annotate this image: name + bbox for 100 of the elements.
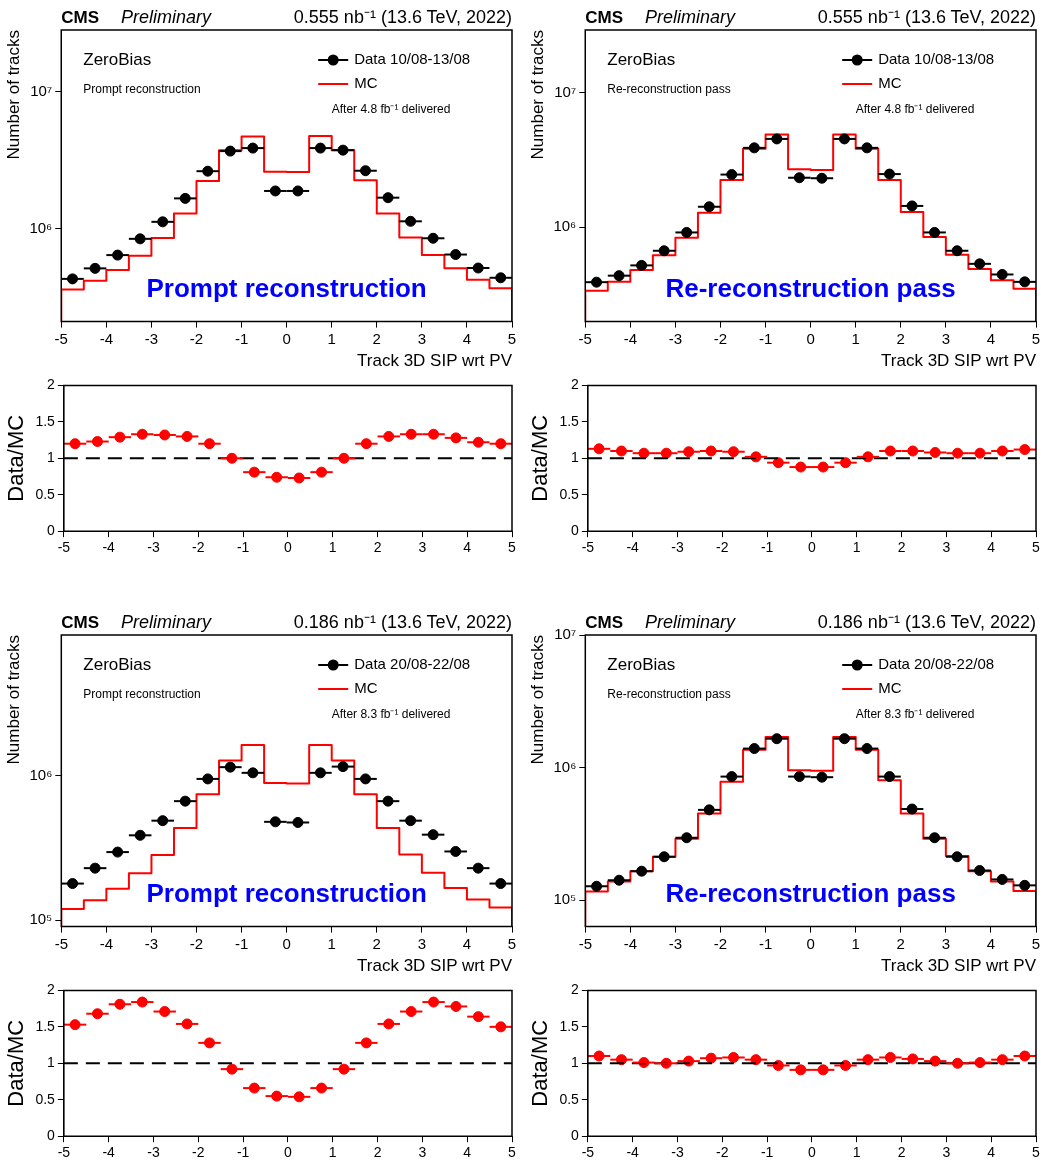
annotation: Re-reconstruction pass xyxy=(607,687,731,701)
y-tick-label: 10⁷ xyxy=(554,625,577,643)
y-tick-label: 1 xyxy=(47,449,56,466)
chart-title: CMS xyxy=(585,8,624,27)
x-axis-title: Track 3D SIP wrt PV xyxy=(881,351,1037,371)
x-tick-label: 5 xyxy=(1032,1144,1041,1161)
legend-label: MC xyxy=(878,74,902,92)
y-tick-label: 10⁶ xyxy=(553,757,577,775)
x-tick-label: -4 xyxy=(623,934,638,952)
annotation: ZeroBias xyxy=(607,655,676,674)
y-tick-label: 10⁶ xyxy=(29,766,53,784)
x-tick-label: 5 xyxy=(1032,539,1041,556)
x-tick-label: 4 xyxy=(986,934,996,952)
legend-label: MC xyxy=(354,74,378,92)
x-tick-label: 1 xyxy=(328,1144,337,1161)
x-tick-label: -3 xyxy=(668,329,683,347)
x-tick-label: 1 xyxy=(327,329,336,347)
x-tick-label: -3 xyxy=(144,329,159,347)
x-tick-label: -2 xyxy=(716,539,729,556)
x-tick-label: 4 xyxy=(463,1144,472,1161)
x-tick-label: 4 xyxy=(463,539,472,556)
x-tick-label: -1 xyxy=(760,539,774,556)
x-tick-label: 2 xyxy=(897,539,906,556)
y-axis-title: Data/MC xyxy=(527,1019,553,1107)
annotation: Re-reconstruction pass xyxy=(607,82,731,96)
x-tick-label: -1 xyxy=(236,1144,250,1161)
x-tick-label: 4 xyxy=(462,329,472,347)
x-axis-title: Track 3D SIP wrt PV xyxy=(357,956,513,976)
x-tick-label: 2 xyxy=(896,934,905,952)
y-tick-label: 0.5 xyxy=(559,485,580,502)
x-tick-label: -1 xyxy=(758,934,773,952)
y-tick-label: 0 xyxy=(47,522,56,539)
annotation: Prompt reconstruction xyxy=(146,272,427,303)
y-tick-label: 1 xyxy=(571,1054,580,1071)
y-tick-label: 2 xyxy=(47,376,56,393)
x-tick-label: -4 xyxy=(99,329,113,347)
x-tick-label: -2 xyxy=(716,1144,729,1161)
chart-title: CMS xyxy=(61,613,100,632)
text: 0.186 nb⁻¹ (13.6 TeV, 2022) xyxy=(293,612,512,632)
x-tick-label: -5 xyxy=(581,1144,595,1161)
y-tick-label: 0.5 xyxy=(559,1090,580,1107)
y-tick-label: 2 xyxy=(571,981,580,998)
x-tick-label: -1 xyxy=(234,934,249,952)
x-tick-label: -1 xyxy=(234,329,249,347)
chart-subtitle: Preliminary xyxy=(121,7,213,27)
x-tick-label: -5 xyxy=(578,934,592,952)
x-tick-label: 5 xyxy=(507,934,517,952)
y-axis-title: Data/MC xyxy=(3,1019,29,1107)
y-tick-label: 0 xyxy=(571,1127,580,1144)
chart-subtitle: Preliminary xyxy=(645,7,737,27)
x-tick-label: 1 xyxy=(327,934,336,952)
x-tick-label: -4 xyxy=(626,539,640,556)
chart-subtitle: Preliminary xyxy=(645,612,737,632)
y-tick-label: 1.5 xyxy=(559,412,580,429)
y-tick-label: 0 xyxy=(47,1127,56,1144)
x-axis-title: Track 3D SIP wrt PV xyxy=(881,956,1037,976)
y-axis-title: Number of tracks xyxy=(3,635,23,765)
x-tick-label: -4 xyxy=(623,329,637,347)
y-tick-label: 1 xyxy=(571,449,580,466)
x-tick-label: 0 xyxy=(806,934,815,952)
x-tick-label: 3 xyxy=(941,934,951,952)
legend-label: Data 20/08-22/08 xyxy=(354,655,471,673)
x-tick-label: -2 xyxy=(192,1144,205,1161)
x-tick-label: -1 xyxy=(758,329,773,347)
x-tick-label: -3 xyxy=(147,539,160,556)
x-tick-label: -5 xyxy=(54,329,68,347)
annotation: Prompt reconstruction xyxy=(146,877,427,908)
x-tick-label: 1 xyxy=(852,539,861,556)
x-tick-label: -2 xyxy=(713,329,728,347)
x-tick-label: 2 xyxy=(373,539,382,556)
x-tick-label: 0 xyxy=(284,1144,293,1161)
y-axis-title: Data/MC xyxy=(527,414,553,502)
x-tick-label: 5 xyxy=(508,539,517,556)
annotation: Prompt reconstruction xyxy=(83,82,201,96)
x-tick-label: -3 xyxy=(671,539,684,556)
y-axis-title: Number of tracks xyxy=(527,30,547,160)
x-axis-title: Track 3D SIP wrt PV xyxy=(357,351,513,371)
y-tick-label: 1.5 xyxy=(35,412,56,429)
x-tick-label: 3 xyxy=(941,329,951,347)
text: 0.186 nb⁻¹ (13.6 TeV, 2022) xyxy=(817,612,1036,632)
x-tick-label: 4 xyxy=(987,539,996,556)
x-tick-label: 1 xyxy=(851,329,860,347)
x-tick-label: 4 xyxy=(462,934,472,952)
annotation: Prompt reconstruction xyxy=(83,687,201,701)
x-tick-label: 1 xyxy=(852,1144,861,1161)
x-tick-label: -3 xyxy=(671,1144,684,1161)
x-tick-label: -4 xyxy=(102,1144,116,1161)
x-tick-label: -4 xyxy=(626,1144,640,1161)
x-tick-label: 2 xyxy=(896,329,905,347)
x-tick-label: 0 xyxy=(808,1144,817,1161)
y-tick-label: 10⁵ xyxy=(29,910,53,928)
x-tick-label: -1 xyxy=(236,539,250,556)
text: 0.555 nb⁻¹ (13.6 TeV, 2022) xyxy=(293,7,512,27)
x-tick-label: 3 xyxy=(418,539,427,556)
legend-label: Data 10/08-13/08 xyxy=(354,50,471,68)
x-tick-label: 2 xyxy=(372,934,381,952)
y-tick-label: 0 xyxy=(571,522,580,539)
x-tick-label: -3 xyxy=(668,934,683,952)
annotation: ZeroBias xyxy=(83,655,152,674)
x-tick-label: 5 xyxy=(508,1144,517,1161)
